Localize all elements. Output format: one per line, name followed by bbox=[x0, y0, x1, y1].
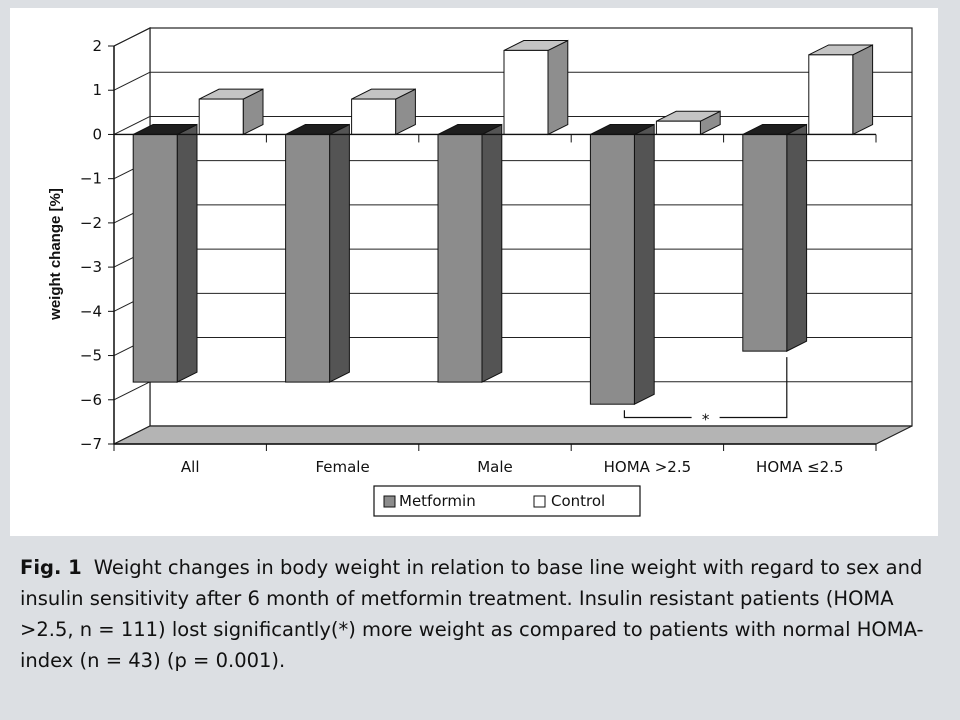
bar-metformin-2-front bbox=[437, 133, 483, 383]
y-tick-label: −5 bbox=[80, 347, 102, 365]
bar-control-4-side bbox=[852, 44, 874, 136]
axes bbox=[113, 46, 877, 451]
legend-label-metformin: Metformin bbox=[399, 492, 476, 510]
figure-panel: 2 1 0 −1 −2 −3 −4 −5 −6 −7 All Female Male HOMA >2.5… bbox=[10, 8, 938, 536]
x-category-label: All bbox=[181, 458, 200, 476]
bar-chart: 2 1 0 −1 −2 −3 −4 −5 −6 −7 All Female Male HOMA >2.5… bbox=[47, 27, 913, 517]
bar-metformin-3-side bbox=[633, 123, 655, 406]
bar-metformin-0 bbox=[132, 123, 198, 383]
caption-label: Fig. 1 bbox=[20, 556, 82, 579]
legend: Metformin Control bbox=[373, 485, 641, 517]
bar-control-1-front bbox=[351, 98, 397, 135]
y-tick-label: −2 bbox=[80, 214, 102, 232]
y-tick-label: −3 bbox=[80, 258, 102, 276]
floor bbox=[113, 425, 913, 445]
bar-metformin-3-front bbox=[589, 133, 635, 405]
bar-control-3 bbox=[655, 110, 721, 136]
y-tick-label: −1 bbox=[80, 170, 102, 188]
x-category-label: HOMA ≤2.5 bbox=[756, 458, 843, 476]
y-tick-labels: 2 1 0 −1 −2 −3 −4 −5 −6 −7 bbox=[80, 37, 114, 453]
bar-metformin-2-side bbox=[481, 123, 503, 383]
bar-control-2-front bbox=[503, 49, 549, 135]
y-tick-label: 2 bbox=[92, 37, 102, 55]
bar-control-1 bbox=[351, 88, 416, 136]
bar-metformin-1-front bbox=[285, 133, 331, 383]
y-axis-title: weight change [%] bbox=[47, 188, 64, 321]
bar-metformin-1-side bbox=[329, 123, 350, 383]
significance-annotation: * bbox=[623, 357, 788, 428]
bar-metformin-0-front bbox=[132, 133, 178, 383]
bar-control-3-front bbox=[655, 120, 701, 135]
bar-control-4 bbox=[808, 44, 874, 136]
bar-control-2 bbox=[503, 39, 569, 136]
significance-star: * bbox=[702, 410, 710, 428]
legend-swatch-control bbox=[533, 495, 546, 508]
bar-metformin-4-front bbox=[742, 133, 788, 352]
legend-swatch-metformin bbox=[383, 495, 396, 508]
bar-metformin-2 bbox=[437, 123, 503, 383]
bracket-left bbox=[623, 410, 692, 419]
legend-box bbox=[373, 485, 641, 517]
bar-metformin-4 bbox=[742, 123, 808, 352]
bracket-right bbox=[719, 357, 788, 419]
gridline-side bbox=[113, 27, 151, 47]
bar-metformin-3 bbox=[589, 123, 655, 406]
gridline-side bbox=[113, 381, 151, 401]
figure-caption: Fig. 1 Weight changes in body weight in r… bbox=[20, 552, 925, 676]
bar-metformin-0-side bbox=[176, 123, 198, 383]
bar-metformin-1 bbox=[285, 123, 350, 383]
gridline-side bbox=[113, 115, 151, 135]
y-tick-label: −6 bbox=[80, 391, 102, 409]
bar-control-4-front bbox=[808, 54, 854, 135]
bar-control-0 bbox=[198, 88, 264, 136]
bar-control-2-side bbox=[547, 39, 569, 136]
bar-control-0-front bbox=[198, 98, 244, 135]
bar-metformin-4-side bbox=[786, 123, 808, 352]
y-tick-label: −7 bbox=[80, 435, 102, 453]
y-tick-label: 0 bbox=[92, 125, 102, 143]
gridline-side bbox=[113, 71, 151, 91]
x-category-label: Female bbox=[315, 458, 369, 476]
legend-label-control: Control bbox=[551, 492, 605, 510]
x-category-label: HOMA >2.5 bbox=[604, 458, 691, 476]
y-tick-label: −4 bbox=[80, 302, 102, 320]
x-category-labels: All Female Male HOMA >2.5 HOMA ≤2.5 bbox=[181, 458, 844, 476]
y-tick-label: 1 bbox=[92, 81, 102, 99]
x-category-label: Male bbox=[477, 458, 513, 476]
caption-text: Weight changes in body weight in relatio… bbox=[20, 556, 924, 672]
bars bbox=[132, 39, 874, 406]
